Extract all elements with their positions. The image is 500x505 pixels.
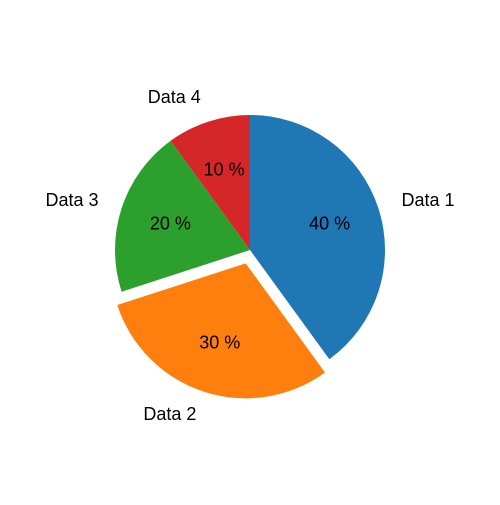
pie-chart: 40 % Data 1 30 % Data 2 20 % Data 3 10 % Data 4 [0, 0, 500, 500]
pie-percent-label: 10 % [204, 160, 245, 181]
pie-percent-label: 40 % [309, 214, 350, 235]
pie-percent-label: 20 % [150, 214, 191, 235]
pie-category-label: Data 1 [402, 190, 455, 211]
pie-category-label: Data 3 [45, 190, 98, 211]
pie-category-label: Data 4 [148, 87, 201, 108]
pie-svg [0, 0, 500, 500]
pie-category-label: Data 2 [143, 404, 196, 425]
pie-percent-label: 30 % [199, 332, 240, 353]
